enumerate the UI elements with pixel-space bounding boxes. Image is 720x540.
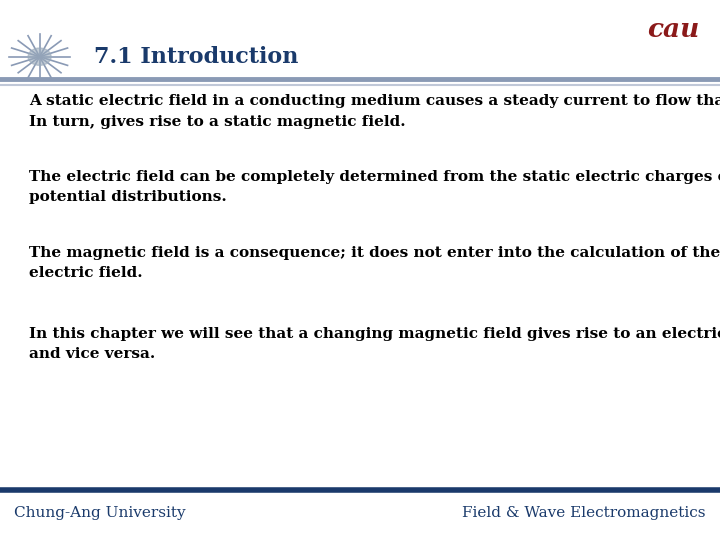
Text: The electric field can be completely determined from the static electric charges: The electric field can be completely det… — [29, 170, 720, 204]
Text: cau: cau — [647, 17, 699, 42]
Text: Chung-Ang University: Chung-Ang University — [14, 506, 186, 520]
Circle shape — [28, 48, 51, 65]
Text: In this chapter we will see that a changing magnetic field gives rise to an elec: In this chapter we will see that a chang… — [29, 327, 720, 361]
Text: 7.1 Introduction: 7.1 Introduction — [94, 46, 298, 68]
Text: The magnetic field is a consequence; it does not enter into the calculation of t: The magnetic field is a consequence; it … — [29, 246, 720, 280]
Text: Field & Wave Electromagnetics: Field & Wave Electromagnetics — [462, 506, 706, 520]
Text: A static electric field in a conducting medium causes a steady current to flow t: A static electric field in a conducting … — [29, 94, 720, 129]
